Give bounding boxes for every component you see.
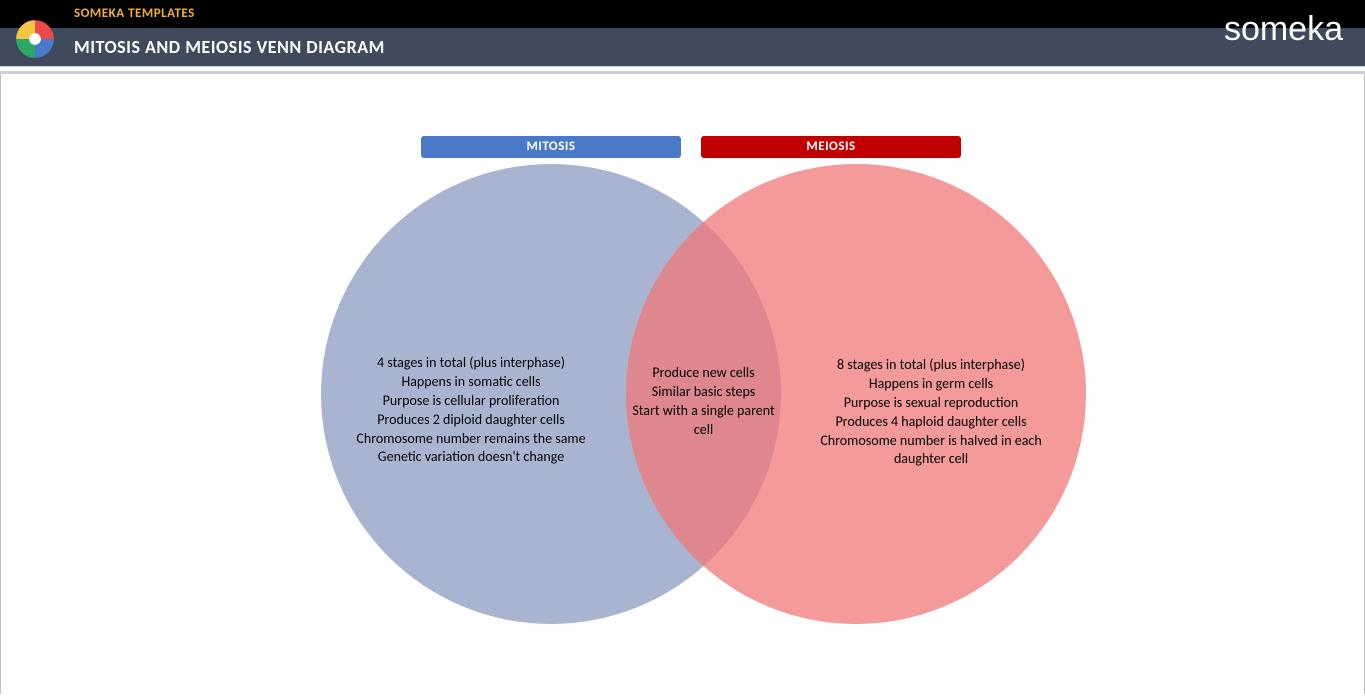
header-subtitle: SOMEKA TEMPLATES <box>60 4 1355 21</box>
page-title: MITOSIS AND MEIOSIS VENN DIAGRAM <box>74 36 385 58</box>
venn-item: Produce new cells <box>631 364 776 383</box>
venn-item: Happens in germ cells <box>796 375 1066 394</box>
venn-item: Start with a single parent cell <box>631 402 776 440</box>
left-set-items: 4 stages in total (plus interphase)Happe… <box>326 354 616 467</box>
right-set-label: MEIOSIS <box>701 136 961 158</box>
divider <box>0 66 1365 74</box>
logo <box>10 4 60 62</box>
header-bar: SOMEKA TEMPLATES <box>0 0 1365 28</box>
right-set-items: 8 stages in total (plus interphase)Happe… <box>796 356 1066 469</box>
venn-item: Chromosome number is halved in each daug… <box>796 432 1066 470</box>
venn-item: Chromosome number remains the same <box>326 430 616 449</box>
venn-item: Produces 4 haploid daughter cells <box>796 413 1066 432</box>
venn-item: Purpose is sexual reproduction <box>796 394 1066 413</box>
venn-item: Genetic variation doesn't change <box>326 448 616 467</box>
venn-canvas: MITOSIS MEIOSIS 4 stages in total (plus … <box>0 74 1365 694</box>
brand-logo-text: someka <box>1224 10 1343 49</box>
venn-item: Produces 2 diploid daughter cells <box>326 411 616 430</box>
left-set-label: MITOSIS <box>421 136 681 158</box>
logo-icon <box>14 18 56 60</box>
venn-item: 4 stages in total (plus interphase) <box>326 354 616 373</box>
intersection-items: Produce new cellsSimilar basic stepsStar… <box>631 364 776 440</box>
venn-item: 8 stages in total (plus interphase) <box>796 356 1066 375</box>
venn-item: Similar basic steps <box>631 383 776 402</box>
title-bar: MITOSIS AND MEIOSIS VENN DIAGRAM someka <box>0 28 1365 66</box>
venn-item: Happens in somatic cells <box>326 373 616 392</box>
venn-item: Purpose is cellular proliferation <box>326 392 616 411</box>
